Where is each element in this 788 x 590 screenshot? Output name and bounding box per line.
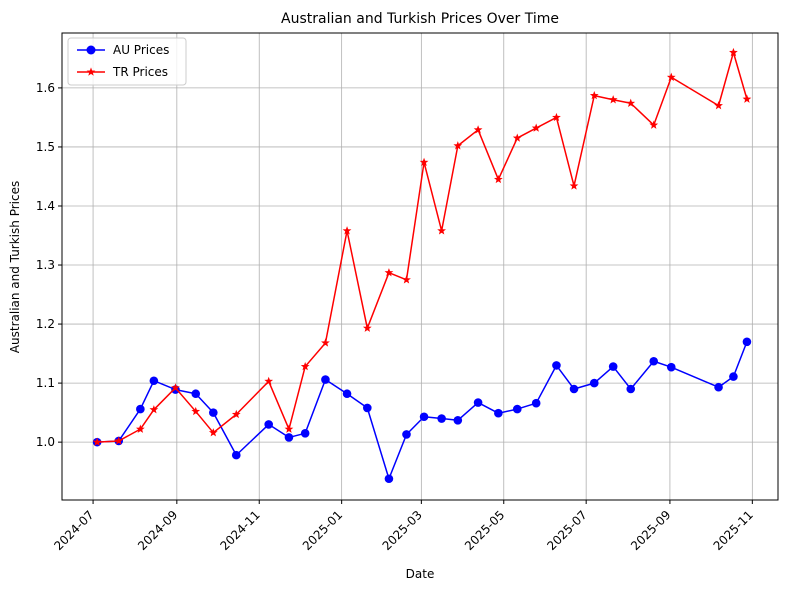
- chart-title: Australian and Turkish Prices Over Time: [281, 11, 559, 27]
- data-point-tr: [608, 95, 618, 104]
- series-layer: [92, 47, 752, 484]
- y-tick-label: 1.6: [36, 81, 55, 95]
- data-point-au: [300, 428, 310, 438]
- data-point-au: [402, 430, 411, 439]
- data-point-tr: [437, 226, 446, 235]
- data-point-au: [626, 384, 636, 394]
- legend: AU Prices TR Prices: [67, 37, 187, 86]
- legend-label-tr: TR Prices: [112, 65, 168, 79]
- data-point-tr: [402, 275, 411, 284]
- data-point-tr: [208, 428, 218, 437]
- data-point-au: [136, 404, 145, 414]
- data-point-au: [264, 420, 273, 429]
- legend-marker-tr: [86, 67, 96, 76]
- data-point-au: [384, 474, 394, 484]
- data-point-tr: [649, 120, 659, 129]
- data-point-au: [552, 361, 561, 370]
- data-point-tr: [729, 47, 738, 57]
- x-axis-label: Date: [406, 567, 435, 581]
- data-point-tr: [589, 90, 599, 100]
- data-point-tr: [342, 226, 352, 235]
- y-axis: 1.0 1.1 1.2 1.3 1.4 1.5 1.6: [36, 81, 62, 449]
- data-point-au: [666, 362, 676, 372]
- data-point-tr: [552, 112, 561, 122]
- data-point-au: [437, 414, 446, 423]
- data-point-tr: [419, 157, 429, 167]
- data-point-tr: [191, 406, 201, 416]
- data-point-tr: [321, 338, 330, 347]
- y-tick-label: 1.4: [36, 199, 55, 213]
- y-tick-label: 1.5: [36, 140, 55, 154]
- data-point-au: [742, 337, 752, 347]
- data-point-tr: [231, 409, 241, 419]
- data-point-au: [729, 372, 738, 381]
- data-point-tr: [473, 125, 483, 134]
- data-point-tr: [742, 94, 752, 103]
- data-point-au: [531, 398, 541, 408]
- data-point-au: [473, 398, 483, 407]
- y-tick-label: 1.2: [36, 317, 55, 331]
- data-point-tr: [714, 101, 723, 110]
- data-point-au: [363, 403, 372, 413]
- data-point-tr: [92, 437, 102, 446]
- data-point-tr: [135, 424, 145, 433]
- data-point-tr: [384, 268, 394, 277]
- y-tick-label: 1.3: [36, 258, 55, 272]
- plot-area-frame: [61, 32, 779, 501]
- data-point-tr: [626, 98, 636, 107]
- data-point-au: [494, 408, 503, 418]
- y-tick-label: 1.1: [36, 376, 55, 390]
- data-point-au: [589, 378, 599, 388]
- data-point-au: [453, 415, 463, 425]
- data-point-tr: [362, 323, 372, 332]
- data-point-tr: [569, 181, 579, 190]
- data-point-tr: [114, 436, 124, 445]
- data-point-tr: [531, 123, 541, 132]
- legend-label-au: AU Prices: [113, 43, 169, 57]
- data-point-tr: [453, 141, 463, 150]
- data-point-au: [231, 450, 241, 460]
- data-point-au: [512, 404, 522, 414]
- data-point-au: [569, 384, 579, 394]
- series-tr: [92, 47, 752, 446]
- data-point-tr: [493, 174, 503, 184]
- data-point-au: [149, 376, 159, 386]
- y-tick-label: 1.0: [36, 435, 55, 449]
- data-point-au: [714, 382, 723, 392]
- data-point-au: [191, 389, 201, 399]
- data-point-au: [209, 408, 218, 417]
- data-point-tr: [149, 405, 159, 414]
- data-point-tr: [284, 424, 294, 433]
- data-point-tr: [512, 133, 522, 142]
- data-point-au: [419, 412, 429, 422]
- y-axis-label: Australian and Turkish Prices: [8, 181, 22, 353]
- grid-lines: [62, 33, 778, 500]
- legend-marker-au: [86, 45, 96, 55]
- data-point-au: [608, 362, 618, 371]
- data-point-tr: [300, 361, 310, 371]
- data-point-au: [342, 389, 352, 399]
- data-point-au: [649, 356, 659, 366]
- data-point-tr: [171, 383, 180, 392]
- data-point-tr: [666, 72, 676, 81]
- data-point-au: [284, 433, 294, 442]
- data-point-tr: [264, 376, 274, 386]
- data-point-au: [321, 375, 330, 384]
